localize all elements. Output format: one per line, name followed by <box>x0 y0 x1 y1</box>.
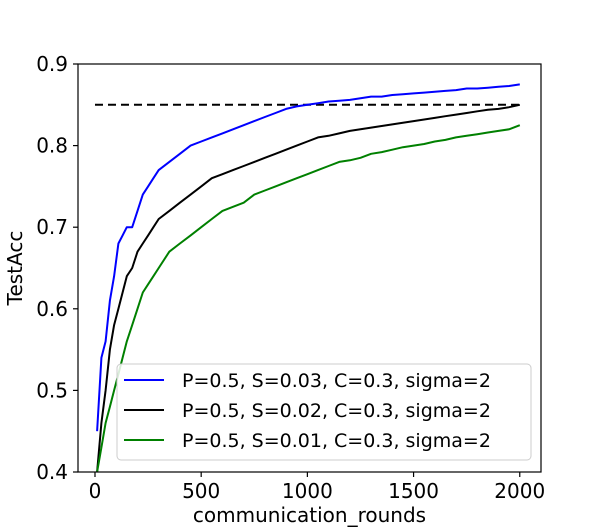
x-tick-label: 500 <box>182 479 220 503</box>
x-tick-label: 0 <box>89 479 102 503</box>
y-tick-label: 0.8 <box>36 134 68 158</box>
y-tick-label: 0.7 <box>36 215 68 239</box>
legend-label-1: P=0.5, S=0.03, C=0.3, sigma=2 <box>182 370 491 392</box>
x-axis-label: communication_rounds <box>193 503 426 527</box>
y-tick-label: 0.4 <box>36 460 68 484</box>
x-axis: 0 500 1000 1500 2000 <box>89 472 545 503</box>
y-tick-label: 0.6 <box>36 297 68 321</box>
legend-label-2: P=0.5, S=0.02, C=0.3, sigma=2 <box>182 400 491 422</box>
plot-lines <box>94 83 521 473</box>
legend: P=0.5, S=0.03, C=0.3, sigma=2 P=0.5, S=0.… <box>116 363 532 461</box>
y-tick-label: 0.5 <box>36 378 68 402</box>
x-tick-label: 1500 <box>388 479 439 503</box>
y-tick-label: 0.9 <box>36 52 68 76</box>
legend-frame <box>116 363 532 461</box>
plot-frame <box>77 63 542 473</box>
legend-label-3: P=0.5, S=0.01, C=0.3, sigma=2 <box>182 430 491 452</box>
y-axis: 0.4 0.5 0.6 0.7 0.8 0.9 <box>36 52 78 484</box>
x-tick-label: 1000 <box>282 479 333 503</box>
y-axis-label: TestAcc <box>3 231 27 307</box>
series-line-3 <box>96 124 521 473</box>
series-line-2 <box>96 103 521 473</box>
series-line-1 <box>96 83 520 432</box>
x-tick-label: 2000 <box>494 479 545 503</box>
